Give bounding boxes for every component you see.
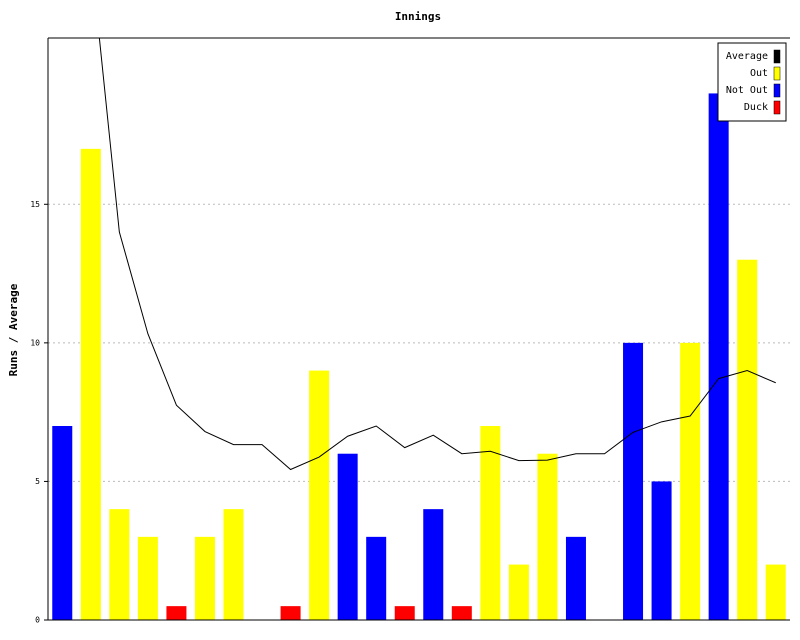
bar (480, 426, 501, 620)
bar (280, 606, 301, 620)
bar (737, 259, 758, 620)
y-tick-label: 5 (35, 477, 40, 486)
bar (52, 426, 73, 620)
legend: Average Out Not Out Duck (717, 42, 787, 122)
legend-label: Not Out (726, 85, 768, 96)
bars (52, 93, 786, 620)
bar (565, 536, 586, 620)
bar (223, 509, 244, 620)
bar (394, 606, 415, 620)
legend-swatch (773, 83, 781, 98)
y-axis-label: Runs / Average (7, 283, 20, 376)
bar (366, 536, 387, 620)
legend-label: Duck (744, 102, 768, 113)
bar (765, 564, 786, 620)
bar (309, 370, 330, 620)
legend-label: Average (726, 51, 768, 62)
bar (708, 93, 729, 620)
grid: 0 5 10 15 (30, 200, 790, 625)
chart-title: Innings (395, 10, 441, 23)
bar (80, 148, 101, 620)
bar (508, 564, 529, 620)
bar (194, 536, 215, 620)
legend-swatch (773, 100, 781, 115)
bar (423, 509, 444, 620)
y-tick-label: 0 (35, 616, 40, 625)
y-tick-label: 10 (30, 338, 40, 347)
legend-swatch (773, 49, 781, 64)
average-line (98, 38, 776, 471)
bar (137, 536, 158, 620)
bar (109, 509, 130, 620)
bar (451, 606, 472, 620)
lines (98, 38, 776, 471)
bar (651, 481, 672, 620)
bar (166, 606, 187, 620)
bar (537, 453, 558, 620)
y-tick-label: 15 (30, 200, 40, 209)
bar (337, 453, 358, 620)
legend-swatch (773, 66, 781, 81)
bar (623, 342, 644, 620)
legend-label: Out (750, 68, 768, 79)
bar (680, 342, 701, 620)
